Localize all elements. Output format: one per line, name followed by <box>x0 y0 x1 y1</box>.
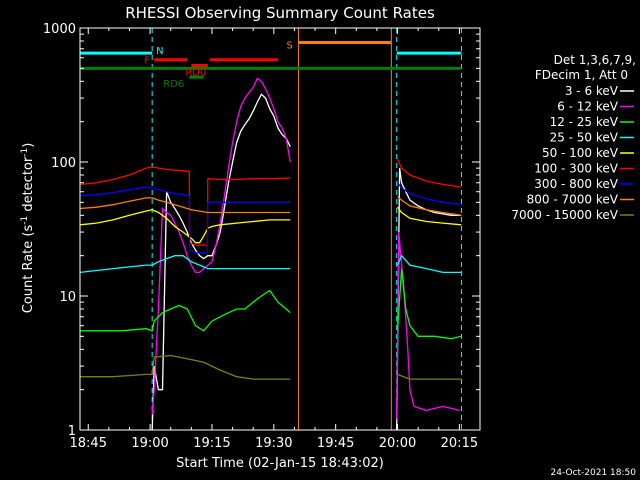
series-3-6-kev-segment-0 <box>151 93 291 430</box>
legend-header-line-2: FDecim 1, Att 0 <box>535 68 628 82</box>
legend-label-100-300-kev: 100 - 300 keV <box>534 162 618 176</box>
timestamp: 24-Oct-2021 18:50 <box>551 468 637 478</box>
series-7000-15000-kev <box>80 354 462 380</box>
y-tick-label-10: 10 <box>59 290 76 305</box>
flag-label-rd6: RD6 <box>163 79 184 90</box>
x-tick-label-20-15: 20:15 <box>441 436 478 451</box>
flag-bars <box>80 40 462 79</box>
x-axis: 18:45 19:00 19:15 19:30 19:45 20:00 20:15 <box>70 28 481 451</box>
x-tick-label-19-15: 19:15 <box>193 436 230 451</box>
series-50-100-kev <box>80 206 462 244</box>
series-25-50-kev-segment-0 <box>80 255 291 274</box>
series-6-12-kev-segment-0 <box>151 77 291 415</box>
x-axis-label: Start Time (02-Jan-15 18:43:02) <box>176 456 384 471</box>
flag-label-rd0: RD0 <box>185 67 206 78</box>
series-300-800-kev-segment-0 <box>80 186 291 254</box>
series-800-7000-kev <box>80 196 462 216</box>
legend-label-50-100-kev: 50 - 100 keV <box>542 146 619 160</box>
flag-label-f: F <box>144 56 150 67</box>
series-50-100-kev-segment-0 <box>80 209 291 244</box>
x-tick-label-19-45: 19:45 <box>317 436 354 451</box>
series-12-25-kev-segment-1 <box>396 268 462 340</box>
vertical-markers <box>80 28 462 430</box>
series-50-100-kev-segment-1 <box>396 206 462 226</box>
legend-label-7000-15000-kev: 7000 - 15000 keV <box>511 208 618 222</box>
legend-label-300-800-kev: 300 - 800 keV <box>534 177 618 191</box>
plot-frame <box>79 27 481 431</box>
series-300-800-kev <box>80 182 462 254</box>
series-6-12-kev-segment-1 <box>396 232 460 420</box>
series-25-50-kev-segment-1 <box>396 254 462 274</box>
legend-label-12-25-kev: 12 - 25 keV <box>550 115 619 129</box>
y-axis-label: Count Rate (s-1 detector-1) <box>20 143 36 314</box>
y-tick-label-1000: 1000 <box>43 22 76 37</box>
series-12-25-kev <box>80 268 462 340</box>
series-100-300-kev <box>80 158 462 246</box>
legend-label-6-12-kev: 6 - 12 keV <box>557 100 619 114</box>
series-3-6-kev <box>151 93 462 430</box>
legend-label-25-50-kev: 25 - 50 keV <box>550 131 619 145</box>
y-tick-label-1: 1 <box>68 424 76 439</box>
y-axis: 1 10 100 1000 <box>43 22 480 439</box>
plot-area <box>79 27 481 431</box>
series-100-300-kev-segment-0 <box>80 166 291 246</box>
series-100-300-kev-segment-1 <box>396 158 462 188</box>
flag-label-n: N <box>156 46 163 57</box>
legend-header-line-1: Det 1,3,6,7,9, <box>554 53 636 67</box>
series-7000-15000-kev-segment-0 <box>80 354 291 380</box>
series-300-800-kev-segment-1 <box>396 182 462 206</box>
series-7000-15000-kev-segment-1 <box>397 373 462 380</box>
legend-label-800-7000-kev: 800 - 7000 keV <box>527 193 619 207</box>
x-tick-label-19-00: 19:00 <box>131 436 168 451</box>
legend-label-3-6-kev: 3 - 6 keV <box>565 84 619 98</box>
series-800-7000-kev-segment-0 <box>80 197 291 214</box>
y-tick-label-100: 100 <box>51 156 76 171</box>
series-800-7000-kev-segment-1 <box>397 196 462 216</box>
series-25-50-kev <box>80 254 462 274</box>
chart-title: RHESSI Observing Summary Count Rates <box>125 4 435 22</box>
series-12-25-kev-segment-0 <box>80 289 291 332</box>
legend: Det 1,3,6,7,9, FDecim 1, Att 0 3 - 6 keV… <box>511 53 636 222</box>
series-lines <box>80 77 462 430</box>
series-6-12-kev <box>151 77 460 420</box>
series-3-6-kev-segment-1 <box>396 168 462 430</box>
flag-label-s: S <box>287 40 293 51</box>
x-tick-label-19-30: 19:30 <box>255 436 292 451</box>
x-tick-label-18-45: 18:45 <box>70 436 107 451</box>
x-tick-label-20-00: 20:00 <box>379 436 416 451</box>
